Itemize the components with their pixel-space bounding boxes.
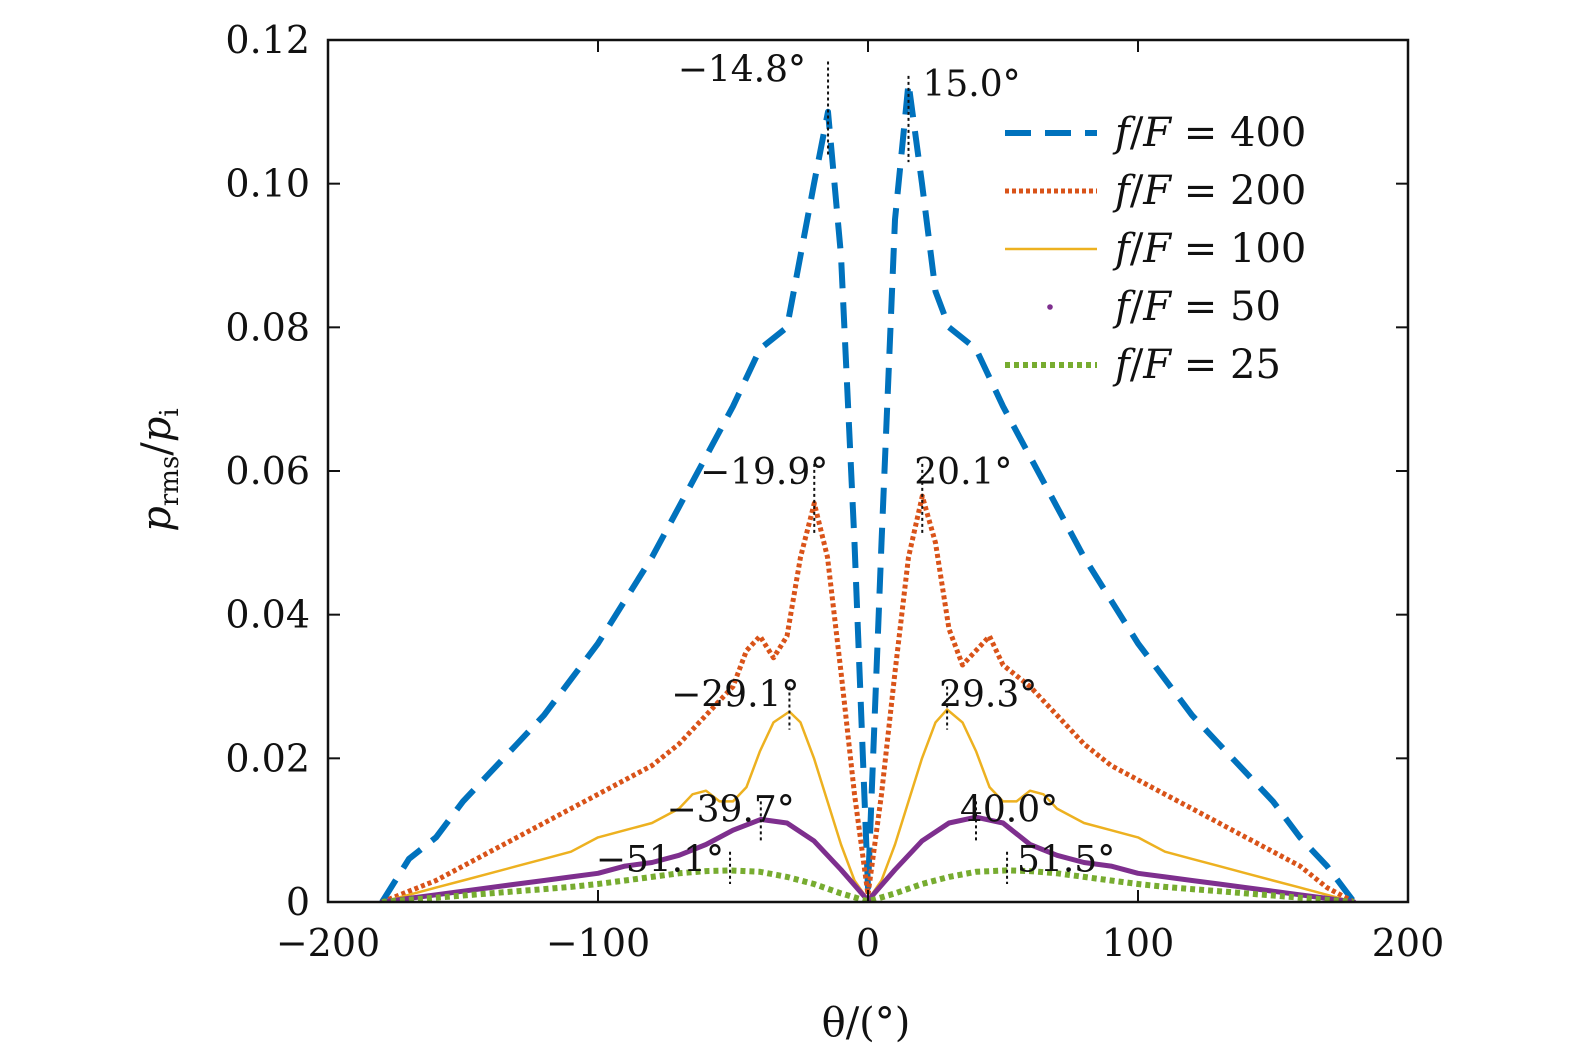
series-line-f-F-400 (379, 80, 1357, 902)
y-tick-label: 0 (286, 880, 310, 924)
legend-label-f-F-25: f/F = 25 (1112, 342, 1281, 388)
x-tick-label: −100 (546, 921, 650, 965)
y-tick-label: 0.06 (225, 449, 310, 493)
peak-angle-label: 20.1° (914, 452, 1012, 493)
x-tick-label: 200 (1372, 921, 1445, 965)
y-axis-label-main-2: p (134, 417, 180, 443)
tick-layer: −200 −100 0 100 200 0 0.02 0.04 0.06 0.08 0.10 0.12 (225, 18, 1444, 965)
legend-marker-f-F-50 (1047, 304, 1053, 310)
y-tick-label: 0.12 (225, 18, 310, 62)
legend-label-f-F-100: f/F = 100 (1112, 226, 1306, 272)
y-axis-label-sub-rms: rms (155, 456, 185, 506)
peak-angle-label: −19.9° (700, 452, 828, 493)
y-tick-label: 0.10 (225, 162, 310, 206)
peak-angle-label: −39.7° (666, 789, 794, 830)
peak-angle-label: 40.0° (960, 789, 1058, 830)
y-tick-label: 0.02 (225, 736, 310, 780)
legend-label-f-F-50: f/F = 50 (1112, 284, 1281, 330)
legend: f/F = 400 f/F = 200 f/F = 100 f/F = 50 f/F =… (1005, 110, 1306, 388)
peak-angle-label: −29.1° (671, 675, 799, 716)
series-line-f-F-200 (381, 493, 1356, 902)
y-axis-label: prms/pi (134, 408, 185, 531)
x-tick-label: −200 (276, 921, 380, 965)
peak-angle-label: −14.8° (678, 50, 806, 91)
x-tick-label: 0 (856, 921, 880, 965)
annotation-layer: −14.8° 15.0° −19.9° 20.1° −29.1° 29.3° −39.7° 4… (596, 50, 1115, 885)
peak-angle-label: 15.0° (923, 64, 1021, 105)
series-line-f-F-25 (381, 867, 1355, 902)
y-tick-label: 0.08 (225, 305, 310, 349)
y-axis-label-slash: / (134, 442, 180, 456)
peak-angle-label: −51.1° (596, 840, 724, 881)
peak-angle-label: 29.3° (939, 675, 1037, 716)
peak-angle-label: 51.5° (1017, 840, 1115, 881)
y-axis-label-sub-i: i (155, 408, 185, 416)
legend-label-f-F-200: f/F = 200 (1112, 168, 1306, 214)
legend-label-f-F-400: f/F = 400 (1112, 110, 1306, 156)
y-tick-label: 0.04 (225, 593, 310, 637)
y-axis-label-main: p (134, 506, 180, 532)
x-axis-label: θ/(°) (822, 1000, 911, 1046)
x-tick-label: 100 (1102, 921, 1175, 965)
